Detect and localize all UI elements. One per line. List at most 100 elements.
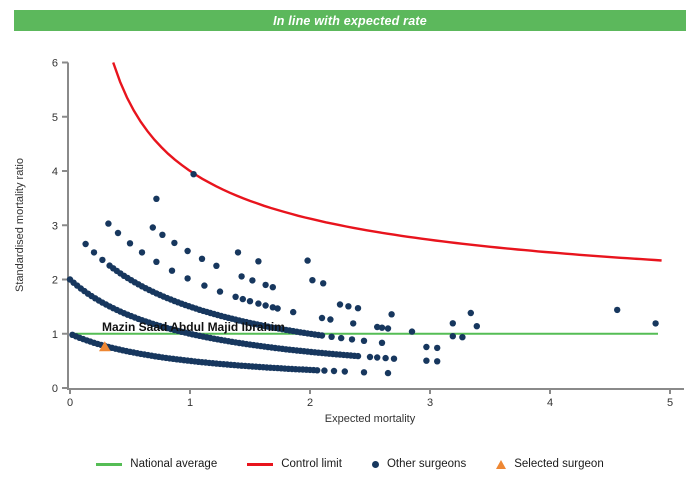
other-surgeon-point[interactable] — [153, 195, 160, 202]
other-surgeon-point[interactable] — [434, 344, 441, 352]
selected-surgeon-triangle-icon — [496, 459, 507, 469]
other-surgeon-point[interactable] — [341, 368, 348, 375]
x-tick-label: 2 — [307, 397, 313, 409]
other-surgeon-point[interactable] — [309, 277, 316, 284]
other-surgeon-point[interactable] — [82, 240, 89, 248]
other-surgeon-point[interactable] — [328, 333, 335, 340]
x-tick-label: 5 — [667, 397, 673, 409]
other-surgeon-point[interactable] — [382, 354, 389, 362]
other-surgeon-point[interactable] — [459, 334, 466, 341]
other-surgeon-point[interactable] — [262, 302, 269, 309]
legend-label: Other surgeons — [386, 458, 467, 470]
other-surgeon-point[interactable] — [168, 267, 176, 274]
other-surgeon-point[interactable] — [354, 305, 362, 312]
x-tick-label: 4 — [547, 397, 553, 409]
other-surgeon-point[interactable] — [330, 367, 338, 375]
other-surgeon-point[interactable] — [652, 320, 659, 327]
chart-legend: National average Control limit Other sur… — [0, 458, 700, 470]
other-surgeon-point[interactable] — [384, 325, 392, 332]
legend-label: Selected surgeon — [514, 458, 604, 470]
other-surgeon-point[interactable] — [153, 258, 160, 265]
other-surgeon-point[interactable] — [327, 316, 334, 323]
other-surgeon-point[interactable] — [354, 352, 362, 360]
selected-surgeon-point[interactable] — [99, 341, 111, 352]
other-surgeon-point[interactable] — [232, 293, 239, 300]
other-surgeon-point[interactable] — [614, 306, 621, 314]
other-surgeon-point[interactable] — [249, 277, 256, 284]
other-surgeon-point[interactable] — [90, 249, 98, 256]
other-surgeon-point[interactable] — [201, 282, 208, 289]
other-surgeon-point[interactable] — [473, 323, 480, 330]
selected-surgeon-marker[interactable] — [99, 341, 111, 352]
other-surgeon-point[interactable] — [171, 239, 178, 247]
other-surgeon-point[interactable] — [213, 262, 220, 269]
selected-surgeon-label: Mazin Saad Abdul Majid Ibrahim — [102, 320, 285, 334]
other-surgeon-point[interactable] — [336, 301, 344, 308]
other-surgeon-point[interactable] — [390, 355, 398, 362]
other-surgeon-point[interactable] — [255, 300, 262, 307]
other-surgeon-point[interactable] — [449, 333, 456, 340]
other-surgeon-point[interactable] — [234, 249, 242, 256]
x-tick-label: 1 — [187, 397, 193, 409]
y-tick-label: 0 — [52, 383, 58, 395]
other-surgeon-point[interactable] — [149, 224, 156, 231]
other-surgeon-point[interactable] — [184, 275, 191, 282]
other-surgeon-point[interactable] — [374, 323, 381, 331]
national-average-line-swatch — [96, 462, 123, 466]
other-surgeon-point[interactable] — [320, 280, 327, 287]
other-surgeon-point[interactable] — [216, 288, 224, 295]
other-surgeon-point[interactable] — [262, 281, 269, 289]
other-surgeon-point[interactable] — [423, 357, 430, 364]
other-surgeon-point[interactable] — [366, 353, 374, 361]
other-surgeon-point[interactable] — [198, 255, 206, 262]
other-surgeon-point[interactable] — [318, 332, 326, 339]
other-surgeon-point[interactable] — [314, 367, 321, 374]
other-surgeon-point[interactable] — [408, 328, 416, 335]
other-surgeon-point[interactable] — [114, 229, 122, 237]
other-surgeon-point[interactable] — [159, 231, 166, 238]
other-surgeon-point[interactable] — [345, 303, 352, 310]
other-surgeon-point[interactable] — [239, 295, 246, 303]
other-surgeon-point[interactable] — [423, 343, 430, 351]
legend-label: National average — [130, 458, 218, 470]
other-surgeon-point[interactable] — [348, 336, 356, 343]
other-surgeon-point[interactable] — [378, 339, 386, 346]
other-surgeon-point[interactable] — [269, 304, 276, 311]
other-surgeon-point[interactable] — [99, 256, 106, 264]
other-surgeon-point[interactable] — [360, 369, 368, 376]
legend-item-other-surgeons: Other surgeons — [371, 458, 467, 470]
other-surgeon-point[interactable] — [255, 258, 262, 265]
other-surgeon-point[interactable] — [449, 320, 456, 327]
other-surgeon-point[interactable] — [374, 354, 381, 361]
other-surgeon-point[interactable] — [360, 337, 368, 344]
other-surgeon-point[interactable] — [434, 358, 441, 365]
other-surgeon-point[interactable] — [126, 240, 134, 247]
other-surgeon-point[interactable] — [467, 309, 474, 317]
other-surgeon-point[interactable] — [138, 249, 146, 256]
status-banner: In line with expected rate — [14, 10, 686, 31]
y-tick-label: 1 — [52, 329, 58, 341]
other-surgeon-point[interactable] — [246, 298, 254, 305]
other-surgeon-point[interactable] — [184, 247, 191, 255]
other-surgeon-point[interactable] — [238, 273, 245, 280]
other-surgeon-point[interactable] — [290, 308, 297, 316]
other-surgeon-point[interactable] — [350, 320, 357, 327]
other-surgeon-point[interactable] — [388, 311, 395, 318]
other-surgeon-point[interactable] — [384, 369, 392, 377]
legend-label: Control limit — [281, 458, 342, 470]
other-surgeon-point[interactable] — [321, 367, 328, 374]
other-surgeon-point[interactable] — [105, 220, 112, 227]
y-tick-label: 3 — [52, 220, 58, 232]
other-surgeon-point[interactable] — [318, 314, 326, 322]
legend-item-national-average: National average — [96, 458, 217, 470]
other-surgeon-point[interactable] — [269, 284, 276, 291]
other-surgeon-point[interactable] — [304, 257, 311, 264]
other-surgeon-point[interactable] — [190, 171, 197, 178]
other-surgeon-point[interactable] — [274, 305, 281, 312]
y-tick-label: 6 — [52, 58, 58, 70]
other-surgeon-point[interactable] — [378, 324, 386, 331]
status-banner-text: In line with expected rate — [273, 13, 427, 28]
axes: 0 1 2 3 4 5 0 1 2 3 4 5 6 — [52, 58, 684, 409]
other-surgeon-point[interactable] — [338, 334, 345, 342]
